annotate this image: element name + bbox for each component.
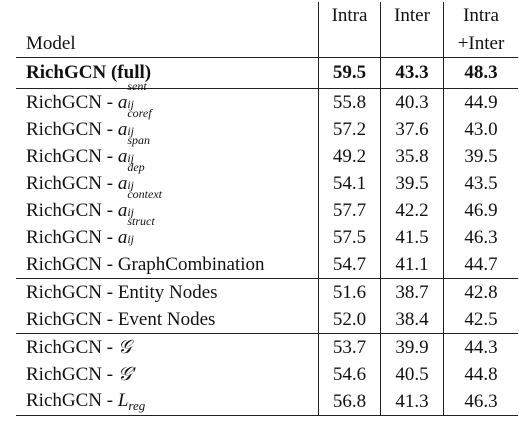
intra-value: 55.8 bbox=[318, 88, 381, 116]
model-name: RichGCN - Lreg bbox=[16, 388, 319, 416]
intra-inter-value: 46.3 bbox=[443, 388, 518, 416]
intra-inter-value: 46.9 bbox=[443, 197, 518, 224]
model-name: RichGCN - 𝒢′ bbox=[26, 363, 136, 385]
inter-value: 40.3 bbox=[380, 88, 444, 116]
model-name: RichGCN (full) bbox=[16, 57, 319, 89]
intra-value: 57.5 bbox=[318, 224, 381, 251]
table-row: RichGCN - a context ij 57.7 42.2 46.9 bbox=[16, 186, 518, 224]
header-empty bbox=[16, 2, 319, 30]
model-name: RichGCN - a span ij bbox=[26, 132, 150, 167]
model-name: RichGCN - a struct ij bbox=[26, 213, 155, 248]
table-row: RichGCN - a struct ij 57.5 41.5 46.3 bbox=[16, 213, 518, 251]
model-name: RichGCN - a dep ij bbox=[26, 159, 145, 194]
intra-value: 57.2 bbox=[318, 116, 381, 143]
header-row-2: Model +Inter bbox=[16, 30, 518, 58]
header-model: Model bbox=[26, 32, 76, 54]
header-intra: Intra bbox=[318, 2, 381, 30]
intra-value: 54.1 bbox=[318, 170, 381, 197]
intra-value: 59.5 bbox=[318, 57, 381, 89]
inter-value: 38.7 bbox=[380, 278, 444, 306]
inter-value: 41.5 bbox=[380, 224, 444, 251]
intra-value: 56.8 bbox=[318, 388, 381, 416]
inter-value: 40.5 bbox=[380, 361, 444, 388]
intra-inter-value: 44.8 bbox=[443, 361, 518, 388]
table-row: RichGCN - a coref ij 57.2 37.6 43.0 bbox=[16, 105, 518, 143]
intra-inter-value: 42.8 bbox=[443, 278, 518, 306]
intra-inter-value: 43.5 bbox=[443, 170, 518, 197]
intra-inter-value: 39.5 bbox=[443, 143, 518, 170]
intra-value: 52.0 bbox=[318, 306, 381, 334]
inter-value: 39.9 bbox=[380, 333, 444, 361]
header-inter: Inter bbox=[380, 2, 444, 30]
table-row: RichGCN - Event Nodes 52.0 38.4 42.5 bbox=[16, 306, 518, 334]
model-name: RichGCN - Event Nodes bbox=[16, 306, 319, 334]
header-intra-inter-line2: +Inter bbox=[443, 30, 518, 58]
intra-inter-value: 43.0 bbox=[443, 116, 518, 143]
intra-inter-value: 44.7 bbox=[443, 251, 518, 279]
table-row: RichGCN - 𝒢 53.7 39.9 44.3 bbox=[16, 333, 518, 361]
inter-value: 39.5 bbox=[380, 170, 444, 197]
inter-value: 41.3 bbox=[380, 388, 444, 416]
intra-inter-value: 44.9 bbox=[443, 88, 518, 116]
intra-value: 53.7 bbox=[318, 333, 381, 361]
model-name: RichGCN - a coref ij bbox=[26, 105, 152, 140]
table-row: RichGCN - a dep ij 54.1 39.5 43.5 bbox=[16, 159, 518, 197]
model-name: RichGCN - 𝒢 bbox=[26, 336, 132, 358]
intra-inter-value: 42.5 bbox=[443, 306, 518, 334]
header-row-1: Intra Inter Intra bbox=[16, 2, 518, 30]
intra-value: 51.6 bbox=[318, 278, 381, 306]
intra-value: 49.2 bbox=[318, 143, 381, 170]
ablation-table: Intra Inter Intra Model +Inter RichGCN (… bbox=[16, 2, 518, 416]
intra-value: 57.7 bbox=[318, 197, 381, 224]
inter-value: 41.1 bbox=[380, 251, 444, 279]
intra-inter-value: 48.3 bbox=[443, 57, 518, 89]
table-row: RichGCN - 𝒢′ 54.6 40.5 44.8 bbox=[16, 361, 518, 388]
inter-value: 37.6 bbox=[380, 116, 444, 143]
table-row: RichGCN - a span ij 49.2 35.8 39.5 bbox=[16, 132, 518, 170]
intra-value: 54.6 bbox=[318, 361, 381, 388]
table-row: RichGCN - Entity Nodes 51.6 38.7 42.8 bbox=[16, 278, 518, 306]
inter-value: 35.8 bbox=[380, 143, 444, 170]
model-name: RichGCN - a context ij bbox=[26, 186, 162, 221]
inter-value: 38.4 bbox=[380, 306, 444, 334]
table-row: RichGCN - a sent ij 55.8 40.3 44.9 bbox=[16, 78, 518, 116]
intra-inter-value: 44.3 bbox=[443, 333, 518, 361]
table-row: RichGCN - Lreg 56.8 41.3 46.3 bbox=[16, 388, 518, 416]
inter-value: 42.2 bbox=[380, 197, 444, 224]
header-intra-inter-line1: Intra bbox=[443, 2, 518, 30]
full-model-row: RichGCN (full) 59.5 43.3 48.3 bbox=[16, 57, 518, 89]
inter-value: 43.3 bbox=[380, 57, 444, 89]
model-name: RichGCN - Entity Nodes bbox=[26, 281, 218, 303]
model-name: RichGCN - GraphCombination bbox=[16, 251, 319, 279]
intra-inter-value: 46.3 bbox=[443, 224, 518, 251]
model-name: RichGCN - a sent ij bbox=[26, 78, 147, 113]
intra-value: 54.7 bbox=[318, 251, 381, 279]
table-row: RichGCN - GraphCombination 54.7 41.1 44.… bbox=[16, 251, 518, 279]
